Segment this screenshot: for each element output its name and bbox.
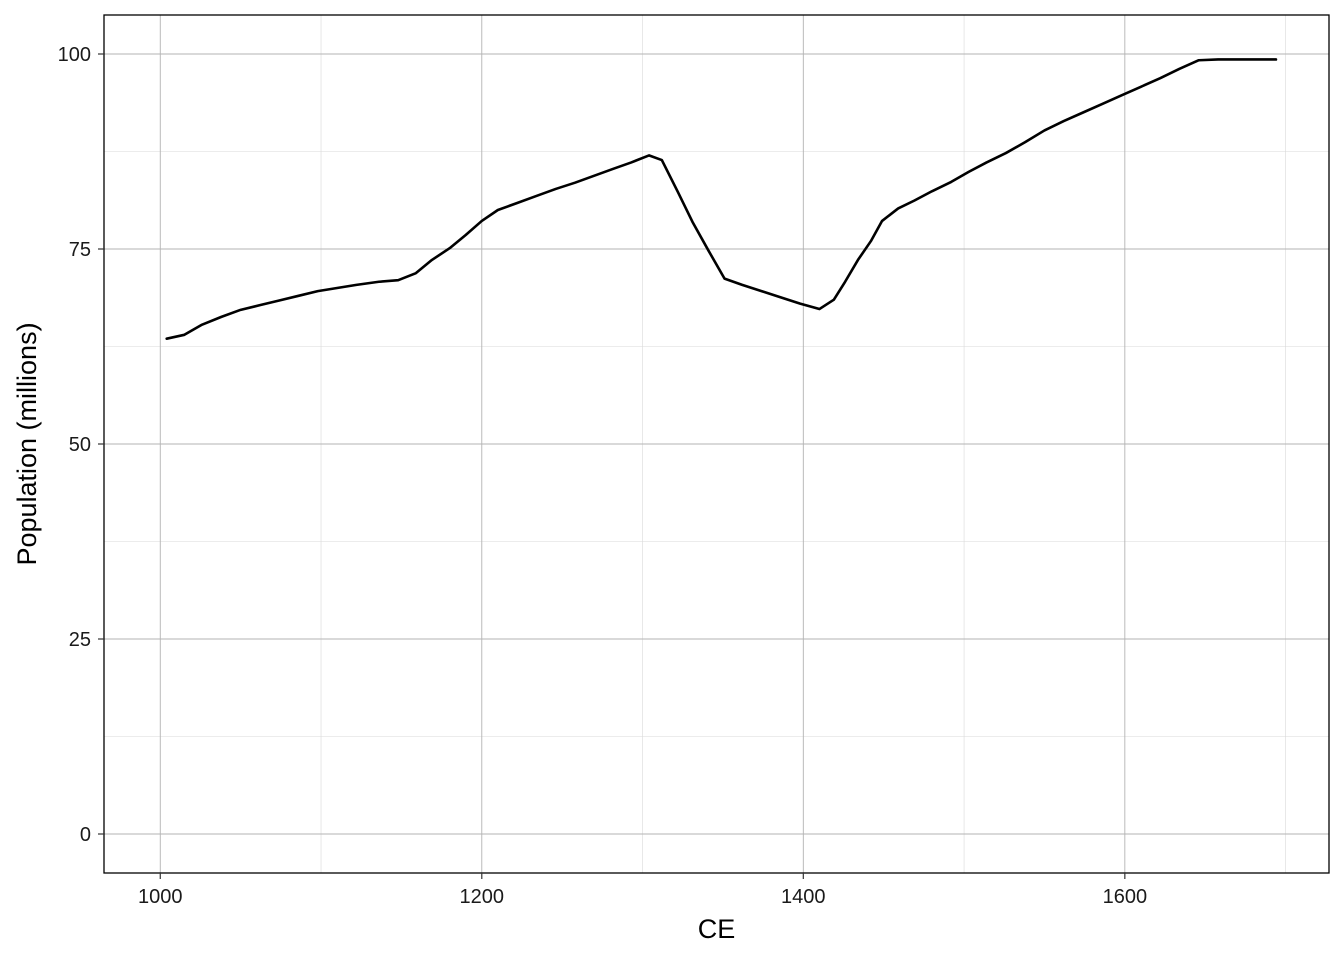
x-tick-label: 1400 — [781, 886, 826, 908]
y-tick-label: 0 — [80, 824, 91, 846]
x-axis-title: CE — [698, 914, 736, 944]
y-tick-label: 50 — [69, 434, 91, 456]
y-tick-label: 100 — [58, 44, 91, 66]
y-tick-label: 75 — [69, 239, 91, 261]
major-gridlines — [104, 15, 1329, 873]
x-tick-label: 1600 — [1103, 886, 1148, 908]
series-layer — [165, 58, 1278, 341]
population-series-line — [165, 58, 1278, 341]
y-axis-title: Population (millions) — [12, 322, 42, 565]
y-tick-label: 25 — [69, 629, 91, 651]
axis-ticks — [98, 53, 1126, 879]
x-tick-label: 1200 — [460, 886, 505, 908]
axis-tick-labels: 1000 1200 1400 1600 0 25 50 75 100 — [58, 44, 1147, 908]
x-tick-label: 1000 — [138, 886, 183, 908]
